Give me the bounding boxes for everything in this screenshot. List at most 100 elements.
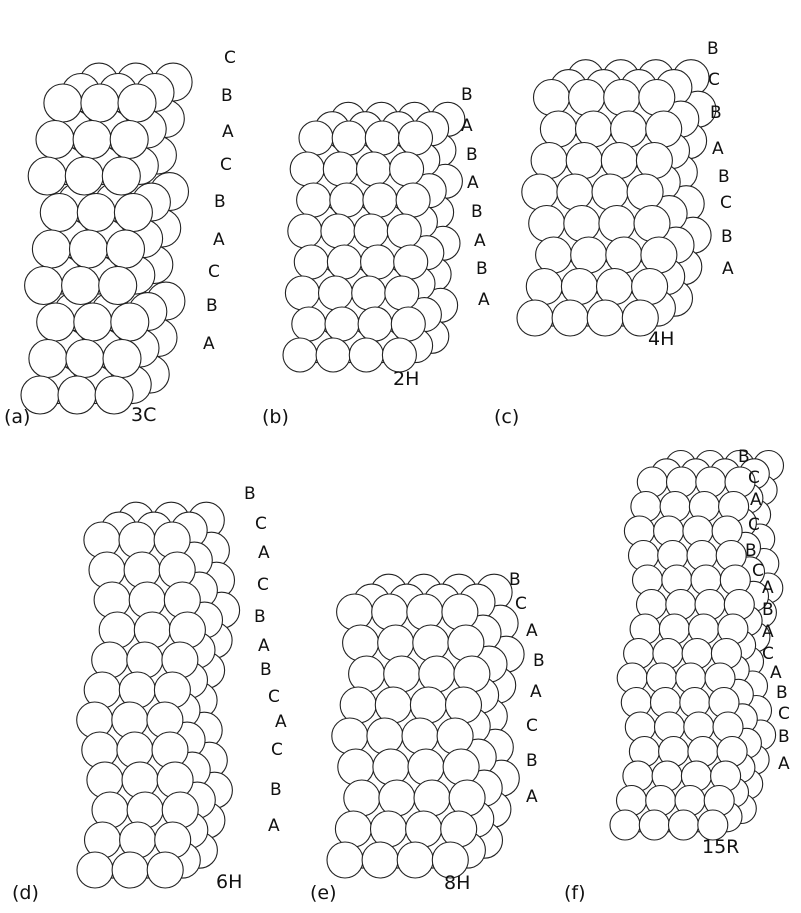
- stacking-letter: B: [471, 202, 483, 222]
- stacking-letter: A: [712, 139, 724, 159]
- atom-sphere: [532, 78, 571, 117]
- stacking-letter: C: [220, 155, 232, 175]
- atom-sphere: [94, 375, 134, 415]
- atom-sphere: [282, 337, 318, 373]
- stacking-letter: B: [509, 570, 521, 590]
- atom-sphere: [633, 204, 671, 243]
- atom-sphere: [287, 213, 323, 249]
- atom-sphere: [366, 717, 404, 755]
- atom-sphere: [381, 337, 417, 373]
- stacking-letter: C: [708, 70, 720, 90]
- stacking-letter: A: [762, 578, 774, 598]
- atom-sphere: [342, 624, 380, 662]
- atom-sphere: [570, 236, 608, 274]
- stacking-letter: B: [461, 85, 473, 105]
- stacking-letter: A: [750, 490, 762, 510]
- atom-sphere: [317, 275, 354, 311]
- atom-sphere: [98, 265, 138, 306]
- atom-sphere: [565, 141, 603, 180]
- atom-sphere: [530, 141, 568, 180]
- stacking-letter: C: [224, 48, 236, 68]
- stacking-letter: B: [721, 227, 733, 247]
- atom-sphere: [64, 156, 104, 196]
- atom-sphere: [563, 204, 601, 243]
- atom-sphere: [111, 851, 149, 889]
- atom-sphere: [431, 841, 469, 879]
- atom-sphere: [35, 119, 75, 160]
- atom-sphere: [603, 78, 641, 117]
- atom-sphere: [371, 593, 409, 631]
- atom-sphere: [453, 655, 491, 693]
- atom-sphere: [413, 779, 451, 817]
- polytype-label-b: 2H: [393, 368, 420, 390]
- atom-sphere: [146, 851, 184, 889]
- polytype-label-e: 8H: [444, 872, 471, 894]
- atom-sphere: [320, 213, 356, 249]
- atom-sphere: [560, 267, 598, 306]
- atom-sphere: [337, 748, 375, 786]
- atom-sphere: [377, 624, 415, 662]
- atom-sphere: [284, 275, 320, 311]
- atom-sphere: [610, 110, 648, 148]
- atom-sphere: [364, 120, 400, 156]
- panel-tag-d: (d): [12, 882, 39, 904]
- atom-sphere: [372, 748, 410, 786]
- polytype-8h-block: [326, 573, 525, 879]
- atom-sphere: [396, 841, 434, 879]
- stacking-letter: A: [770, 663, 782, 683]
- atom-sphere: [296, 182, 332, 218]
- atom-sphere: [386, 213, 422, 249]
- atom-sphere: [595, 267, 634, 306]
- atom-sphere: [378, 779, 416, 817]
- atom-sphere: [293, 244, 329, 280]
- atom-sphere: [336, 593, 374, 631]
- atom-sphere: [448, 779, 486, 817]
- stacking-letter: B: [778, 727, 790, 747]
- atom-sphere: [631, 267, 669, 306]
- atom-sphere: [407, 748, 445, 786]
- panel-tag-e: (e): [310, 882, 337, 904]
- atom-sphere: [640, 236, 678, 274]
- stacking-letter: A: [258, 636, 270, 656]
- stacking-letter: C: [515, 594, 527, 614]
- atom-sphere: [551, 299, 589, 337]
- polytype-label-d: 6H: [216, 871, 243, 893]
- atom-sphere: [339, 686, 377, 724]
- atom-sphere: [360, 244, 396, 280]
- polytype-2h-block: [282, 101, 466, 373]
- atom-sphere: [574, 110, 613, 148]
- stacking-letter: B: [221, 86, 233, 106]
- atom-sphere: [43, 83, 83, 123]
- stacking-letter: C: [748, 515, 760, 535]
- atom-sphere: [667, 809, 700, 841]
- panel-tag-f: (f): [564, 882, 586, 904]
- stacking-letter: C: [748, 468, 760, 488]
- stacking-letter: B: [214, 192, 226, 212]
- atom-sphere: [395, 182, 431, 218]
- atom-sphere: [401, 717, 439, 755]
- atom-sphere: [412, 624, 450, 662]
- atom-sphere: [348, 337, 384, 373]
- atom-sphere: [27, 156, 67, 196]
- atom-sphere: [405, 810, 443, 848]
- stacking-letter: B: [260, 660, 272, 680]
- atom-sphere: [390, 306, 426, 342]
- atom-sphere: [393, 244, 429, 280]
- stacking-letter: B: [526, 751, 538, 771]
- atom-sphere: [384, 275, 420, 311]
- atom-sphere: [645, 110, 683, 148]
- atom-sphere: [418, 655, 456, 693]
- atom-sphere: [110, 302, 150, 342]
- polytype-label-c: 4H: [648, 328, 675, 350]
- atom-sphere: [609, 809, 641, 841]
- atom-sphere: [113, 192, 153, 233]
- atom-sphere: [289, 151, 325, 187]
- atom-sphere: [326, 841, 364, 879]
- atom-sphere: [72, 119, 112, 160]
- atom-sphere: [73, 302, 113, 342]
- atom-sphere: [444, 686, 483, 724]
- atom-sphere: [447, 624, 485, 662]
- stacking-letter: A: [526, 787, 538, 807]
- polytype-6h-block: [76, 501, 241, 889]
